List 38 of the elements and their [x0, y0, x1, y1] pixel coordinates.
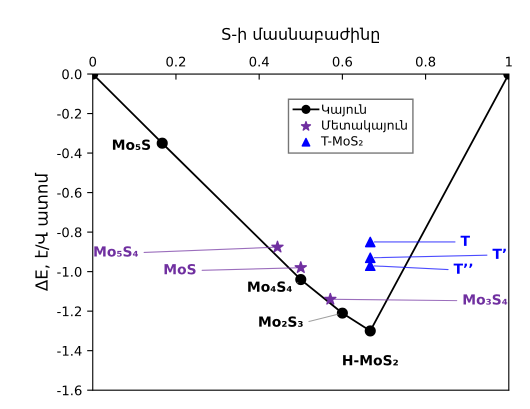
y-tick-label: -1.6 [57, 385, 82, 396]
annotation: H-MoS₂ [343, 354, 398, 366]
point [295, 274, 306, 286]
point [324, 292, 337, 305]
y-axis-title: ΔE, է/Վ ատոմ [34, 172, 50, 292]
y-tick-label: -1.0 [57, 266, 82, 277]
annotation: T [460, 236, 470, 246]
point [294, 261, 307, 274]
y-tick-label: -1.2 [57, 306, 82, 316]
annotation: Mo₄S₄ [248, 281, 292, 292]
annotation: Mo₅S₄ [94, 246, 138, 257]
x-tick-label: 1 [506, 56, 512, 66]
annotation: MoS [164, 264, 196, 274]
y-tick-label: -0.6 [57, 188, 82, 198]
annotation: Mo₅S [112, 139, 150, 150]
y-tick-label: -1.4 [57, 346, 82, 356]
annotation: T’ [492, 248, 506, 259]
legend-label: Կայուն [322, 104, 366, 116]
point [364, 236, 376, 248]
x-axis-title: S-ի մասնաբաժինը [222, 28, 379, 44]
x-tick-label: 0 [89, 56, 96, 67]
point [364, 252, 376, 264]
y-tick-label: 0.0 [62, 69, 82, 80]
point [271, 240, 284, 253]
x-tick-label: 0.6 [332, 56, 352, 67]
point [336, 308, 348, 319]
annotation: T’’ [454, 264, 472, 274]
legend-label: Մետակայուն [322, 120, 407, 132]
x-tick-label: 0.8 [416, 56, 436, 67]
y-tick-label: -0.8 [57, 227, 82, 238]
y-tick-label: -0.2 [57, 108, 82, 119]
point [364, 325, 376, 336]
x-tick-label: 0.2 [166, 56, 186, 67]
legend-label: T-MoS₂ [320, 136, 363, 146]
y-tick-label: -0.4 [57, 148, 82, 158]
annotation: Mo₃S₄ [464, 294, 508, 305]
x-tick-label: 0.4 [250, 56, 269, 67]
annotation: Mo₂S₃ [259, 316, 303, 327]
